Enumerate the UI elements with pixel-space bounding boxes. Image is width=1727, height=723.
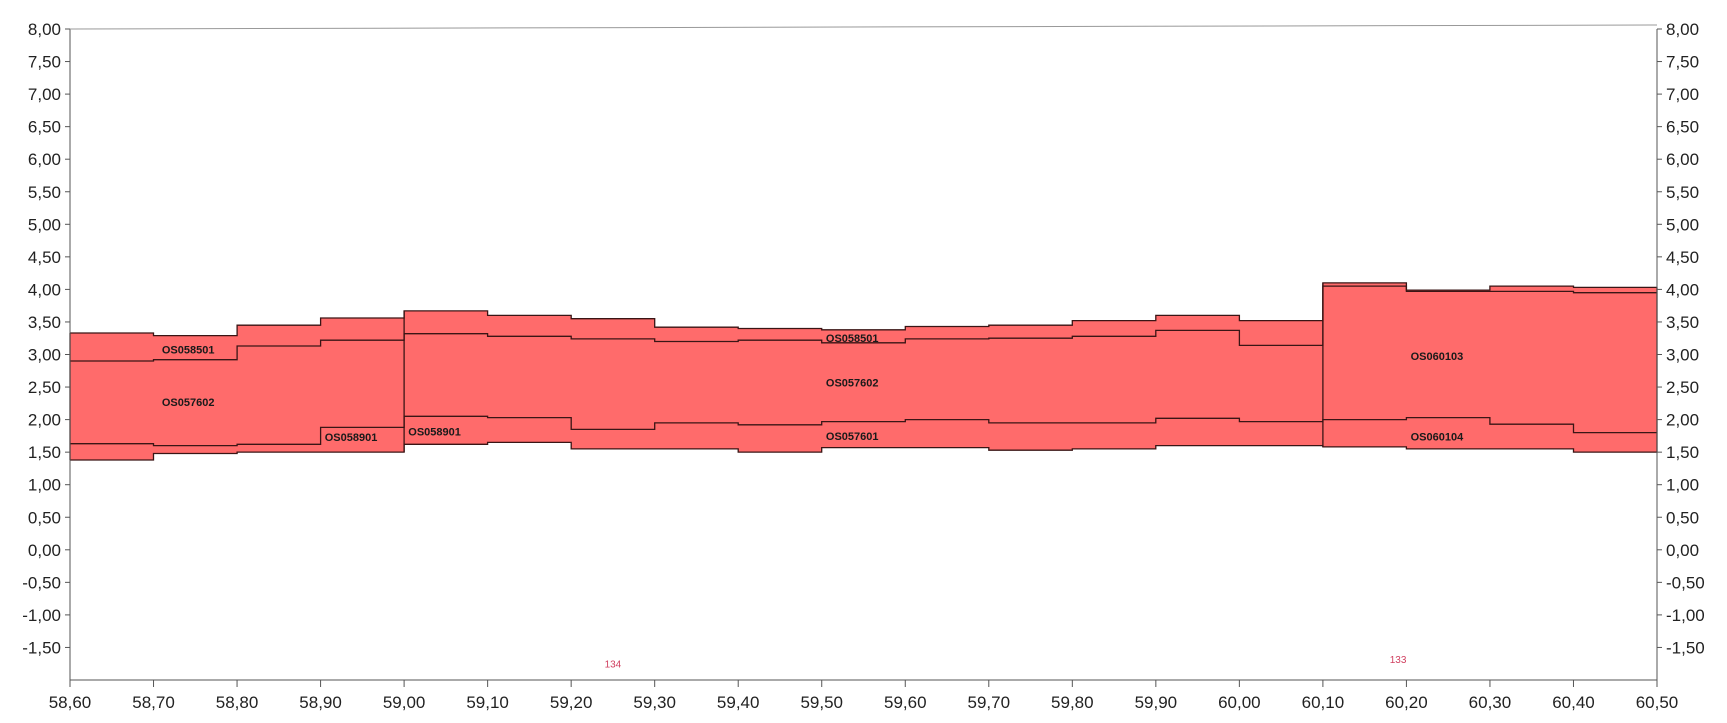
y-tick-label-right: 5,50 [1666, 183, 1699, 202]
y-tick-label-left: 0,00 [28, 541, 61, 560]
y-tick-label-left: 2,00 [28, 411, 61, 430]
x-tick-label: 59,70 [968, 693, 1011, 712]
x-tick-label: 59,80 [1051, 693, 1094, 712]
y-tick-label-left: 6,50 [28, 118, 61, 137]
y-tick-label-left: -1,00 [22, 606, 61, 625]
y-tick-label-left: 3,00 [28, 346, 61, 365]
y-tick-label-left: 2,50 [28, 378, 61, 397]
y-tick-label-right: 7,50 [1666, 53, 1699, 72]
layer-annotation: OS057602 [826, 377, 879, 389]
x-tick-label: 58,80 [216, 693, 259, 712]
x-tick-label: 60,30 [1469, 693, 1512, 712]
y-tick-label-left: 1,50 [28, 443, 61, 462]
y-tick-label-left: 5,00 [28, 215, 61, 234]
y-tick-label-right: 7,00 [1666, 85, 1699, 104]
x-tick-label: 59,90 [1135, 693, 1178, 712]
x-tick-label: 59,00 [383, 693, 426, 712]
y-tick-label-left: 4,50 [28, 248, 61, 267]
y-tick-label-right: 1,50 [1666, 443, 1699, 462]
y-tick-label-right: -1,00 [1666, 606, 1705, 625]
layer-annotation: OS058501 [826, 333, 879, 345]
x-tick-label: 59,60 [884, 693, 927, 712]
layer-annotation: OS058901 [325, 432, 378, 444]
y-tick-label-right: -0,50 [1666, 573, 1705, 592]
x-tick-label: 60,00 [1218, 693, 1261, 712]
y-tick-label-left: 1,00 [28, 476, 61, 495]
x-tick-label: 59,50 [800, 693, 843, 712]
y-tick-label-right: 4,00 [1666, 280, 1699, 299]
y-tick-label-left: 0,50 [28, 508, 61, 527]
y-tick-label-right: 5,00 [1666, 215, 1699, 234]
y-tick-label-right: 2,00 [1666, 411, 1699, 430]
x-tick-label: 58,90 [299, 693, 342, 712]
layer-annotation: OS060104 [1411, 432, 1464, 444]
y-tick-label-left: 4,00 [28, 280, 61, 299]
y-tick-label-right: 3,00 [1666, 346, 1699, 365]
top-border-line [70, 25, 1657, 29]
y-tick-label-right: 6,00 [1666, 150, 1699, 169]
y-tick-label-right: 6,50 [1666, 118, 1699, 137]
y-tick-label-left: 3,50 [28, 313, 61, 332]
y-tick-label-right: 3,50 [1666, 313, 1699, 332]
y-tick-label-left: 7,00 [28, 85, 61, 104]
y-tick-label-right: 0,00 [1666, 541, 1699, 560]
y-tick-label-right: 0,50 [1666, 508, 1699, 527]
x-tick-label: 60,20 [1385, 693, 1428, 712]
section-marker: 134 [605, 660, 622, 671]
y-tick-label-right: 4,50 [1666, 248, 1699, 267]
x-tick-label: 58,60 [49, 693, 92, 712]
layer-annotation: OS057601 [826, 431, 879, 443]
y-tick-label-left: 6,00 [28, 150, 61, 169]
x-tick-label: 59,20 [550, 693, 593, 712]
y-tick-label-left: 8,00 [28, 20, 61, 39]
x-tick-label: 59,30 [633, 693, 676, 712]
x-tick-label: 59,40 [717, 693, 760, 712]
x-tick-label: 60,50 [1636, 693, 1679, 712]
y-tick-label-right: 2,50 [1666, 378, 1699, 397]
y-tick-label-left: 5,50 [28, 183, 61, 202]
section-marker: 133 [1390, 655, 1407, 666]
x-tick-label: 60,10 [1302, 693, 1345, 712]
layer-annotation: OS060103 [1411, 351, 1464, 363]
y-tick-label-right: -1,50 [1666, 638, 1705, 657]
layer-annotation: OS057602 [162, 397, 215, 409]
y-tick-label-right: 8,00 [1666, 20, 1699, 39]
layer-annotation: OS058901 [408, 426, 461, 438]
y-tick-label-left: -0,50 [22, 573, 61, 592]
layer-annotation: OS058501 [162, 344, 215, 356]
y-tick-label-left: 7,50 [28, 53, 61, 72]
y-tick-label-right: 1,00 [1666, 476, 1699, 495]
x-tick-label: 58,70 [132, 693, 175, 712]
x-tick-label: 59,10 [466, 693, 509, 712]
y-tick-label-left: -1,50 [22, 638, 61, 657]
x-tick-label: 60,40 [1552, 693, 1595, 712]
